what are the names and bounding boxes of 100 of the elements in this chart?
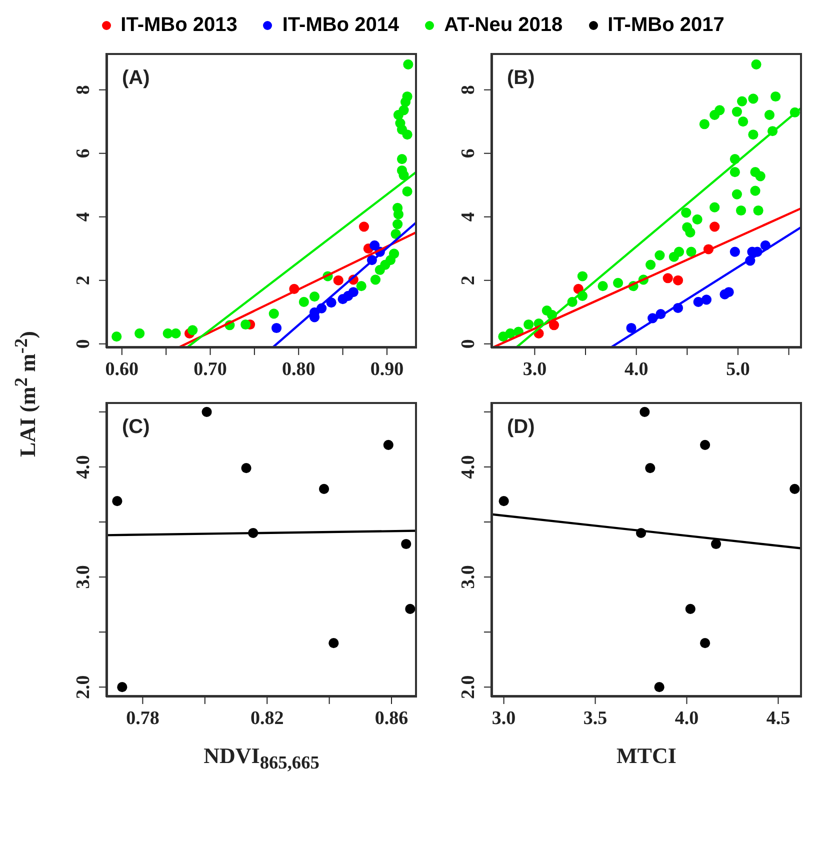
point	[714, 105, 725, 116]
point	[748, 130, 758, 140]
point	[117, 682, 128, 692]
point	[271, 322, 282, 334]
x-axis-title: MTCI	[616, 743, 678, 769]
y-tick-label: 4	[73, 212, 94, 222]
point	[401, 538, 412, 550]
point	[392, 219, 403, 230]
x-tick-label: 0.70	[194, 359, 227, 380]
y-tick-label: 4.0	[73, 455, 94, 479]
point	[692, 214, 702, 224]
point	[112, 496, 122, 506]
x-tick-label: 3.0	[522, 359, 547, 380]
y-tick-label: 4	[458, 212, 479, 222]
point	[710, 222, 720, 232]
point	[392, 202, 403, 213]
point	[700, 440, 710, 450]
point	[686, 246, 696, 257]
point	[402, 186, 412, 196]
y-tick-label: 2	[73, 276, 94, 286]
point	[298, 296, 309, 307]
point	[318, 484, 330, 494]
point	[710, 202, 720, 212]
y-tick-label: 6	[73, 148, 94, 158]
x-tick-label: 0.60	[105, 359, 139, 380]
point	[498, 496, 509, 506]
point	[612, 278, 624, 288]
point	[396, 165, 408, 176]
legend-label: IT-MBo 2017	[608, 14, 724, 37]
point	[646, 260, 656, 270]
point	[598, 281, 608, 292]
point	[403, 59, 414, 70]
point	[388, 248, 400, 259]
point	[681, 208, 692, 218]
point	[685, 227, 696, 238]
x-tick-label: 0.78	[126, 708, 160, 729]
legend-label: AT-Neu 2018	[444, 14, 563, 37]
point	[693, 296, 704, 307]
point	[730, 167, 740, 178]
point	[356, 281, 366, 292]
point	[188, 325, 198, 336]
point	[672, 275, 684, 286]
point	[402, 91, 412, 102]
point	[755, 171, 766, 182]
point	[770, 91, 781, 102]
point	[398, 105, 409, 116]
y-tick-label: 6	[458, 148, 479, 158]
point	[395, 118, 406, 128]
point	[738, 116, 748, 127]
x-axis-title: NDVI$_{865,665}$	[202, 743, 320, 774]
point	[390, 228, 401, 240]
point	[524, 319, 534, 330]
point	[710, 538, 722, 550]
y-tick-label: 4.0	[458, 455, 479, 479]
annotation: (C)	[122, 416, 150, 439]
y-tick-label: 8	[73, 85, 94, 95]
point	[396, 154, 408, 164]
x-tick-label: 4.5	[766, 708, 790, 729]
x-tick-label: 0.86	[374, 708, 408, 729]
y-tick-label: 3.0	[73, 565, 94, 589]
point	[134, 328, 145, 338]
point	[732, 189, 742, 200]
point	[700, 638, 710, 648]
y-tick-label: 8	[458, 85, 479, 95]
x-tick-label: 0.90	[370, 359, 404, 380]
point	[736, 96, 748, 106]
x-tick-label: 0.82	[250, 708, 284, 729]
point	[405, 604, 416, 614]
point	[333, 275, 344, 286]
annotation: (A)	[122, 67, 150, 90]
point	[732, 106, 742, 117]
point	[750, 186, 760, 196]
point	[309, 292, 320, 302]
y-tick-label: 2.0	[73, 675, 94, 699]
legend-label: IT-MBo 2014	[282, 14, 400, 37]
x-tick-label: 4.0	[624, 359, 648, 380]
point	[548, 320, 560, 330]
point	[654, 250, 665, 260]
point	[240, 319, 251, 330]
y-tick-label: 0	[458, 339, 479, 349]
x-tick-label: 0.80	[282, 359, 316, 380]
point	[640, 406, 650, 417]
point	[685, 604, 696, 614]
x-tick-label: 5.0	[726, 359, 750, 380]
legend-label: IT-MBo 2013	[120, 14, 238, 37]
x-tick-label: 3.5	[583, 708, 608, 729]
point	[748, 94, 758, 104]
point	[202, 406, 212, 417]
point	[730, 246, 740, 257]
y-tick-label: 2.0	[458, 675, 479, 699]
point	[268, 308, 279, 319]
point	[241, 463, 252, 474]
point	[654, 682, 664, 692]
y-tick-label: 0	[73, 339, 94, 349]
point	[328, 638, 339, 648]
point	[626, 322, 636, 334]
point	[790, 484, 800, 494]
x-tick-label: 3.0	[492, 708, 516, 729]
point	[370, 240, 380, 250]
point	[701, 294, 712, 305]
